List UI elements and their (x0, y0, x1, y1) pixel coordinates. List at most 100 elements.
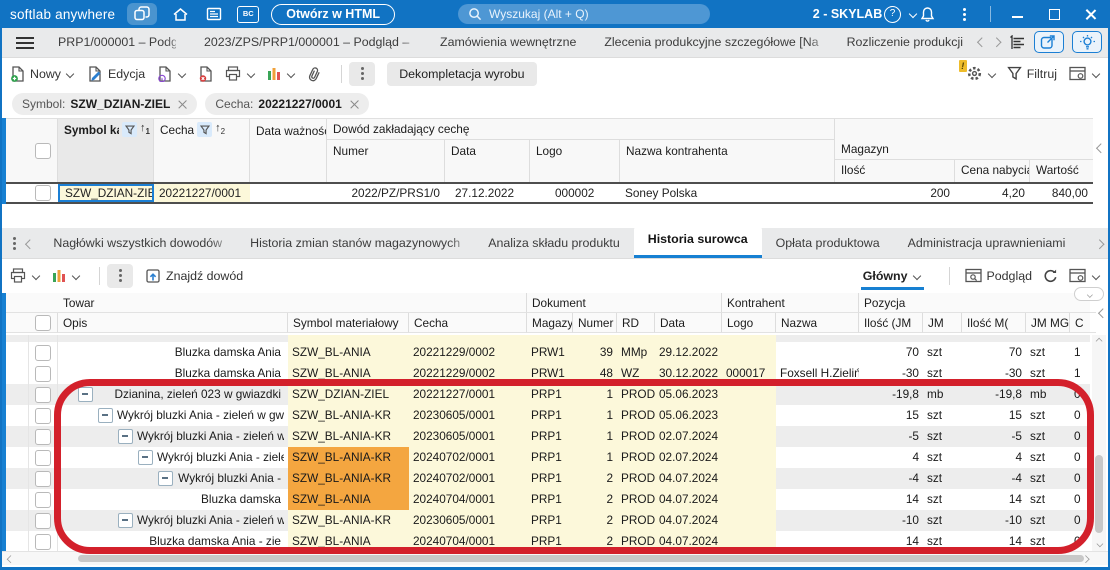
column-header-numer[interactable]: Numer (573, 313, 617, 333)
view-selector[interactable]: Główny (860, 269, 924, 290)
close-button[interactable] (1080, 3, 1102, 25)
table-row[interactable]: Wykrój bluzki Ania - zieleń w g SZW_BL-AN… (6, 510, 1090, 531)
tab-rozliczenie-produkcji[interactable]: Rozliczenie produkcji (833, 28, 977, 57)
news-icon[interactable] (203, 3, 225, 25)
table-row[interactable]: Wykrój bluzki Ania - zieleń w g SZW_BL-AN… (6, 426, 1090, 447)
print-button[interactable] (225, 66, 255, 81)
column-header-numer[interactable]: Numer (327, 140, 445, 183)
tab-prp1-000001-podgląd-[interactable]: PRP1/000001 – Podgląd – (44, 28, 190, 57)
collapse-panel-button[interactable] (1074, 287, 1104, 301)
tree-collapse-icon[interactable] (78, 387, 93, 402)
table-row[interactable]: Wykrój bluzki Ania - ziele SZW_BL-ANIA-KR… (6, 447, 1090, 468)
open-in-html-button[interactable]: Otwórz w HTML (271, 3, 396, 25)
column-header-cena[interactable]: C (1070, 313, 1096, 333)
column-header-data[interactable]: Data (655, 313, 722, 333)
table-row[interactable]: Bluzka damska SZW_BL-ANIA 20240704/0001 PRP… (6, 489, 1090, 510)
column-header-logo[interactable]: Logo (530, 140, 620, 183)
preview-button[interactable]: Podgląd (964, 268, 1032, 283)
tree-collapse-icon[interactable] (118, 429, 133, 444)
tab-historia-zmian-stanów-magazynowy[interactable]: Historia zmian stanów magazynowych (236, 229, 475, 258)
table-row[interactable]: Bluzka damska Ania - zie SZW_BL-ANIA 20240… (6, 531, 1090, 552)
tree-collapse-icon[interactable] (98, 408, 113, 423)
more-actions-button[interactable] (107, 263, 133, 288)
scroll-down-icon[interactable] (1096, 541, 1103, 547)
tabs-scroll-right-icon[interactable] (1096, 239, 1104, 249)
table-row[interactable]: Bluzka damska Ania SZW_BL-ANIA 20221229/00… (6, 342, 1090, 363)
company-selector[interactable]: 2 - SKYLAB (770, 0, 960, 28)
sort-asc-icon[interactable]: ↑1 (140, 122, 150, 137)
table-row[interactable] (6, 335, 1090, 342)
notifications-icon[interactable] (916, 3, 938, 25)
row-checkbox[interactable] (35, 449, 51, 466)
column-header-ilosc-mg[interactable]: Ilość M( (962, 313, 1026, 333)
table-row[interactable]: Wykrój bluzki Ania - zieleń w gwia SZW_BL… (6, 405, 1090, 426)
print-button[interactable] (10, 268, 40, 283)
tab-analiza-składu-produktu[interactable]: Analiza składu produktu (474, 229, 634, 258)
decompletion-button[interactable]: Dekompletacja wyrobu (387, 61, 537, 86)
chevron-down-icon[interactable] (246, 70, 255, 77)
close-icon[interactable] (350, 100, 359, 109)
columns-scroll-left-icon[interactable] (1098, 308, 1106, 318)
column-header-data[interactable]: Data (445, 140, 530, 183)
row-checkbox[interactable] (35, 533, 51, 550)
scroll-right-icon[interactable] (1083, 555, 1089, 563)
chevron-down-icon[interactable] (1091, 70, 1100, 77)
filter-chip-symbol[interactable]: Symbol: SZW_DZIAN-ZIEL (12, 93, 198, 115)
row-checkbox[interactable] (35, 386, 51, 403)
columns-scroll-left-icon[interactable] (1096, 143, 1104, 153)
find-document-button[interactable]: Znajdź dowód (145, 268, 243, 284)
bc-icon[interactable]: BC (237, 5, 260, 23)
column-header-logo[interactable]: Logo (722, 313, 776, 333)
vertical-scrollbar[interactable] (1092, 335, 1106, 551)
tab-administracja-uprawnieniami[interactable]: Administracja uprawnieniami (894, 229, 1080, 258)
column-header-cecha[interactable]: Cecha (409, 313, 527, 333)
table-row[interactable]: Bluzka damska Ania SZW_BL-ANIA 20221229/00… (6, 363, 1090, 384)
column-header-nazwa[interactable]: Nazwa (776, 313, 859, 333)
column-header-ilosc-jm[interactable]: Ilość (JM (859, 313, 923, 333)
apps-icon[interactable] (127, 3, 158, 25)
row-checkbox[interactable] (35, 491, 51, 508)
column-header-wartosc[interactable]: Wartość (1030, 160, 1093, 183)
filter-button[interactable]: Filtruj (1006, 66, 1057, 81)
column-header-ilosc[interactable]: Ilość (835, 160, 955, 183)
tree-collapse-icon[interactable] (138, 450, 153, 465)
numer-cell[interactable]: 2022/PZ/PRS1/0 (351, 186, 440, 200)
chart-button[interactable] (267, 66, 295, 81)
ilosc-cell[interactable]: 200 (930, 186, 950, 200)
chevron-down-icon[interactable] (31, 272, 40, 279)
tab-zamówienia-wewnętrzne[interactable]: Zamówienia wewnętrzne (426, 28, 590, 57)
table-row[interactable]: Dzianina, zieleń 023 w gwiazdki SZW_DZIAN… (6, 384, 1090, 405)
data-cell[interactable]: 27.12.2022 (455, 186, 515, 200)
chevron-down-icon[interactable] (66, 70, 75, 77)
tabs-scroll-left-icon[interactable] (25, 239, 33, 249)
minimize-button[interactable] (1006, 3, 1028, 25)
select-all-checkbox[interactable] (34, 143, 51, 159)
wartosc-cell[interactable]: 840,00 (1051, 186, 1088, 200)
logo-cell[interactable]: 000002 (555, 186, 595, 200)
column-header-symbol[interactable]: Symbol materiałowy (288, 313, 409, 333)
tab-list-icon[interactable] (1009, 34, 1026, 50)
tree-collapse-icon[interactable] (158, 471, 173, 486)
section-tabs-menu-icon[interactable] (8, 233, 21, 253)
tab-histor[interactable]: Histor (1079, 229, 1094, 258)
tree-collapse-icon[interactable] (118, 513, 133, 528)
chevron-down-icon[interactable] (988, 70, 997, 77)
tab-2023-zps-prp1-000001-podgląd-s[interactable]: 2023/ZPS/PRP1/000001 – Podgląd – S (190, 28, 426, 57)
attachments-button[interactable] (307, 66, 322, 82)
tabs-scroll-right-icon[interactable] (993, 37, 1001, 47)
horizontal-scrollbar[interactable] (2, 551, 1108, 565)
chevron-down-icon[interactable] (71, 272, 80, 279)
nazwa-kontrahenta-cell[interactable]: Soney Polska (625, 186, 698, 200)
chart-button[interactable] (52, 268, 80, 283)
select-all-checkbox[interactable] (34, 314, 51, 331)
table-row[interactable]: SZW_DZIAN-ZIEL 20221227/0001 2022/PZ/PRS… (6, 182, 1093, 204)
row-checkbox[interactable] (35, 365, 51, 382)
settings-warning-button[interactable] (958, 60, 997, 82)
column-header-symbol[interactable]: Symbol kartote ↑1 (58, 119, 154, 183)
column-header-rd[interactable]: RD (617, 313, 655, 333)
tab-zlecenia-produkcyjne-szczegółowe[interactable]: Zlecenia produkcyjne szczegółowe [Na (590, 28, 833, 57)
row-checkbox[interactable] (35, 428, 51, 445)
scrollbar-thumb[interactable] (1095, 455, 1103, 533)
table-row[interactable]: Wykrój bluzki Ania - SZW_BL-ANIA-KR 202407… (6, 468, 1090, 489)
tab-nagłówki-wszystkich-dowodów[interactable]: Nagłówki wszystkich dowodów (39, 229, 237, 258)
